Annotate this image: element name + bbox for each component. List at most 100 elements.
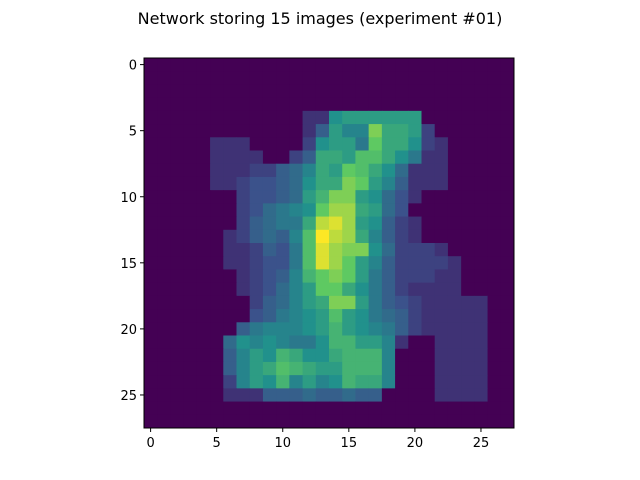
heatmap-cell xyxy=(461,58,475,72)
heatmap-cell xyxy=(223,84,237,99)
heatmap-cell xyxy=(395,414,409,429)
heatmap-cell xyxy=(368,137,383,151)
heatmap-cell xyxy=(381,176,396,191)
heatmap-cell xyxy=(302,388,317,403)
heatmap-cell xyxy=(434,58,449,72)
heatmap-cell xyxy=(355,388,370,403)
heatmap-cell xyxy=(408,375,422,389)
heatmap-cell xyxy=(461,256,475,270)
heatmap-cell xyxy=(461,335,475,350)
heatmap-cell xyxy=(447,295,462,310)
heatmap-cell xyxy=(276,176,290,191)
heatmap-cell xyxy=(170,137,185,151)
heatmap-cell xyxy=(223,190,237,204)
heatmap-cell xyxy=(144,124,158,138)
heatmap-cell xyxy=(487,203,502,218)
heatmap-cell xyxy=(395,97,409,112)
heatmap-cell xyxy=(302,375,317,389)
heatmap-cell xyxy=(461,401,475,416)
heatmap-cell xyxy=(342,97,356,112)
heatmap-cell xyxy=(170,414,185,429)
heatmap-cell xyxy=(395,243,409,257)
heatmap-cell xyxy=(157,176,171,191)
heatmap-cell xyxy=(276,269,290,284)
heatmap-cell xyxy=(474,282,489,297)
heatmap-cell xyxy=(381,58,396,72)
heatmap-cell xyxy=(302,348,317,363)
heatmap-cell xyxy=(223,348,237,363)
heatmap-cell xyxy=(196,203,211,218)
heatmap-cell xyxy=(355,361,370,376)
heatmap-cell xyxy=(500,256,515,270)
x-tick-label: 10 xyxy=(274,436,291,451)
heatmap-cell xyxy=(196,124,211,138)
heatmap-cell xyxy=(342,414,356,429)
heatmap-cell xyxy=(368,190,383,204)
heatmap-cell xyxy=(196,84,211,99)
heatmap-cell xyxy=(381,348,396,363)
heatmap-cell xyxy=(157,401,171,416)
heatmap-cell xyxy=(223,335,237,350)
heatmap-cell xyxy=(421,71,436,85)
heatmap-cell xyxy=(381,401,396,416)
heatmap-cell xyxy=(210,348,224,363)
heatmap-cell xyxy=(368,361,383,376)
heatmap-cell xyxy=(196,176,211,191)
heatmap-cell xyxy=(223,243,237,257)
heatmap-cell xyxy=(236,203,251,218)
heatmap-cell xyxy=(487,361,502,376)
heatmap-cell xyxy=(487,256,502,270)
heatmap-cell xyxy=(183,176,198,191)
heatmap-cell xyxy=(223,163,237,178)
heatmap-cell xyxy=(315,58,330,72)
heatmap-cell xyxy=(434,229,449,244)
heatmap-cell xyxy=(461,269,475,284)
heatmap-cell xyxy=(447,361,462,376)
heatmap-cell xyxy=(487,71,502,85)
heatmap-cell xyxy=(474,176,489,191)
heatmap-cell xyxy=(170,348,185,363)
heatmap-cell xyxy=(474,190,489,204)
heatmap-cell xyxy=(210,401,224,416)
heatmap-cell xyxy=(302,216,317,231)
heatmap-cell xyxy=(461,361,475,376)
heatmap-cell xyxy=(289,348,304,363)
heatmap-cell xyxy=(434,295,449,310)
heatmap-cell xyxy=(355,137,370,151)
heatmap-cell xyxy=(381,375,396,389)
heatmap-cell xyxy=(329,335,343,350)
heatmap-cell xyxy=(447,388,462,403)
heatmap-cell xyxy=(276,216,290,231)
heatmap-cell xyxy=(315,335,330,350)
chart-title: Network storing 15 images (experiment #0… xyxy=(138,9,503,28)
heatmap-cell xyxy=(170,282,185,297)
heatmap-cell xyxy=(329,190,343,204)
heatmap-cell xyxy=(249,269,264,284)
heatmap-cell xyxy=(236,97,251,112)
heatmap-cell xyxy=(262,150,277,165)
heatmap-cell xyxy=(144,110,158,125)
heatmap-cell xyxy=(395,58,409,72)
heatmap-cell xyxy=(447,414,462,429)
heatmap-cell xyxy=(302,269,317,284)
heatmap-cell xyxy=(329,124,343,138)
heatmap-cell xyxy=(236,110,251,125)
heatmap-cell xyxy=(487,401,502,416)
heatmap-cell xyxy=(395,269,409,284)
heatmap-cell xyxy=(487,137,502,151)
heatmap-cell xyxy=(355,124,370,138)
heatmap-cell xyxy=(196,335,211,350)
heatmap-cell xyxy=(249,137,264,151)
heatmap-cell xyxy=(170,190,185,204)
heatmap-cell xyxy=(289,309,304,323)
heatmap-cell xyxy=(381,361,396,376)
heatmap-cell xyxy=(302,282,317,297)
heatmap-cell xyxy=(368,401,383,416)
heatmap-cell xyxy=(421,295,436,310)
heatmap-cell xyxy=(236,401,251,416)
heatmap-cell xyxy=(170,124,185,138)
heatmap-cell xyxy=(302,414,317,429)
heatmap-cell xyxy=(249,243,264,257)
heatmap-cell xyxy=(500,124,515,138)
heatmap-cell xyxy=(157,269,171,284)
